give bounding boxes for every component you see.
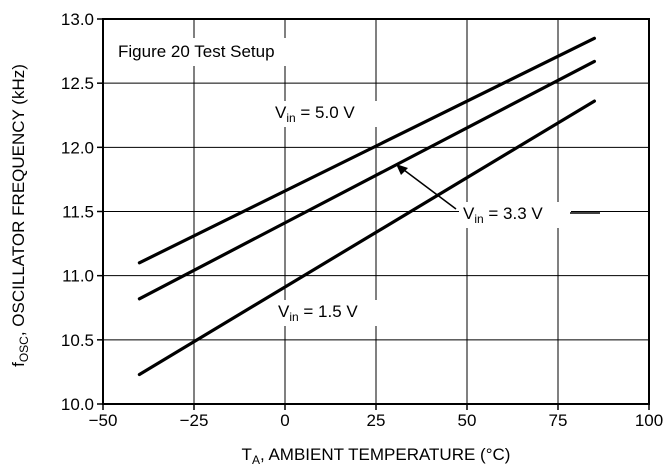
series-label-1: Vin = 3.3 V (463, 204, 543, 226)
x-tick-label: −25 (180, 411, 209, 430)
annotation-box (112, 38, 316, 66)
y-axis-title: fOSC, OSCILLATOR FREQUENCY (kHz) (9, 64, 31, 367)
series-label-bg-1 (459, 202, 571, 228)
x-tick-label: −50 (89, 411, 118, 430)
x-axis-title-main: T (242, 445, 252, 464)
y-tick-label: 12.5 (61, 74, 94, 93)
arrow-line-3v3 (403, 169, 457, 210)
series-labels: Vin = 5.0 V Vin = 3.3 V Vin = 1.5 V (271, 101, 571, 326)
y-tick-label: 13.0 (61, 10, 94, 29)
x-tick-label: 100 (635, 411, 663, 430)
x-tick-label: 50 (458, 411, 477, 430)
y-tick-label: 10.0 (61, 395, 94, 414)
series-label-2: Vin = 1.5 V (278, 302, 358, 324)
series-label-bg-2 (274, 300, 386, 326)
arrow-head-3v3 (396, 164, 408, 175)
y-tick-label: 11.5 (62, 203, 94, 222)
figure-annotation: Figure 20 Test Setup (118, 42, 275, 61)
x-axis-title-rest: , AMBIENT TEMPERATURE (°C) (260, 445, 511, 464)
y-tick-label: 11.0 (62, 267, 94, 286)
plot-frame (102, 18, 650, 405)
x-axis-title: TA, AMBIENT TEMPERATURE (°C) (242, 445, 511, 467)
x-tick-label: 75 (549, 411, 568, 430)
series-label-bg-0 (271, 101, 383, 127)
y-tick-label: 10.5 (61, 331, 94, 350)
y-tick-label: 12.0 (61, 138, 94, 157)
y-axis-title-sub: OSC (17, 336, 31, 362)
x-tick-label: 25 (367, 411, 386, 430)
x-axis-title-sub: A (252, 453, 260, 467)
series-line-1 (137, 59, 596, 301)
y-axis-title-rest: , OSCILLATOR FREQUENCY (kHz) (9, 64, 28, 336)
series-line-0 (137, 36, 596, 265)
series-line-2 (137, 99, 596, 377)
series-label-0: Vin = 5.0 V (275, 103, 355, 125)
series-lines (137, 36, 596, 377)
x-tick-label: 0 (280, 411, 289, 430)
tick-labels: −50 −25 0 25 50 75 100 10.0 10.5 11.0 11.5 12.0 12.5… (61, 10, 663, 430)
y-axis-title-main: f (9, 362, 28, 367)
